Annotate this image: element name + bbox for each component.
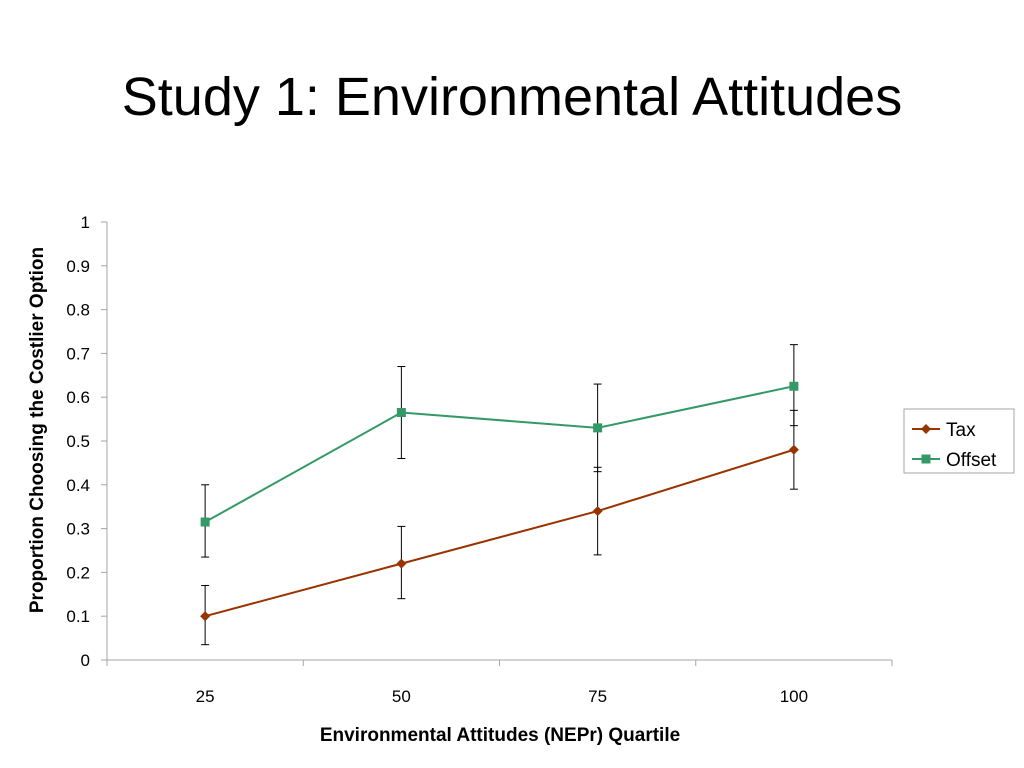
x-tick-label: 75 [588,687,607,706]
chart-axes [106,222,892,661]
data-point-offset [593,423,603,433]
y-axis-ticks: 0 0.1 0.2 0.3 0.4 0.5 0.6 0.7 0.8 0.9 1 [66,213,107,670]
legend-marker-tax [921,424,931,434]
y-tick-label: 0.9 [66,257,90,276]
data-point-offset [396,408,406,418]
x-axis-ticks: 25 50 75 100 [106,660,893,706]
x-tick-label: 50 [392,687,411,706]
x-tick-label: 25 [196,687,215,706]
chart-legend: Tax Offset [903,408,1015,474]
data-point-offset [200,517,210,527]
legend-item-tax: Tax [912,420,976,441]
data-point-offset [789,381,799,391]
y-axis-title: Proportion Choosing the Costlier Option [27,247,48,613]
y-tick-label: 0 [81,651,90,670]
series-line-offset [204,385,795,523]
y-tick-label: 0.2 [66,563,90,582]
data-point-tax [396,558,407,569]
legend-item-offset: Offset [912,450,997,471]
y-tick-label: 0.6 [66,388,90,407]
slide-title: Study 1: Environmental Attitudes [121,67,903,127]
y-tick-label: 0.1 [66,607,90,626]
legend-marker-offset [921,454,931,464]
y-tick-label: 0.5 [66,432,90,451]
series-lines [204,385,795,618]
data-point-tax [788,444,799,455]
x-axis-title: Environmental Attitudes (NEPr) Quartile [320,725,680,746]
y-tick-label: 0.7 [66,344,90,363]
legend-label: Tax [946,420,976,441]
y-tick-label: 1 [81,213,90,232]
series-markers [200,381,799,622]
error-bars [201,344,798,646]
y-tick-label: 0.8 [66,301,90,320]
series-line-tax [204,448,795,618]
data-point-tax [592,506,603,517]
x-tick-label: 100 [780,687,808,706]
y-tick-label: 0.3 [66,520,90,539]
legend-label: Offset [946,450,997,471]
y-tick-label: 0.4 [66,476,90,495]
data-point-tax [200,611,211,622]
